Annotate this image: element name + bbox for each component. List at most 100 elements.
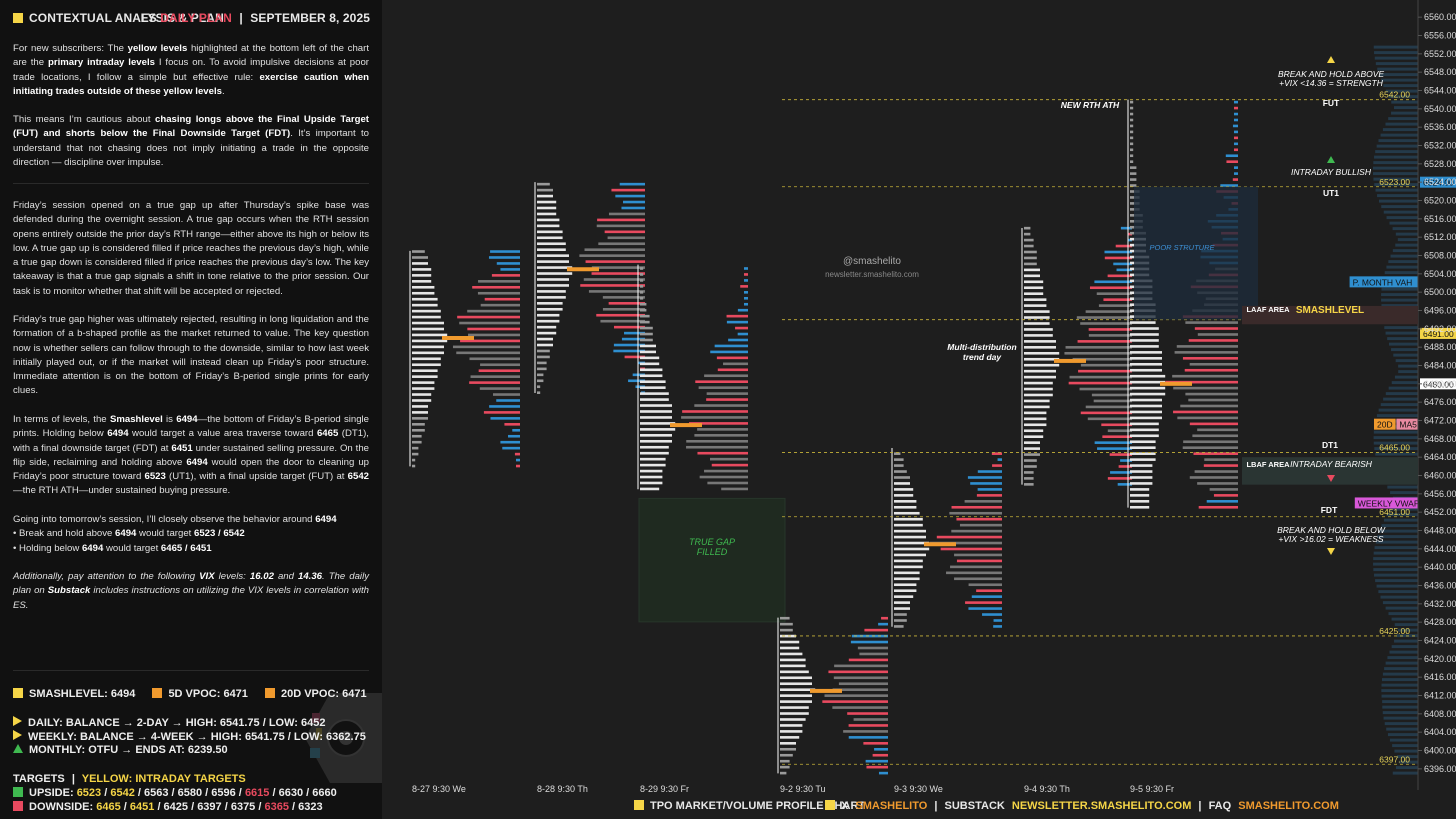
tpo-row [412, 387, 435, 390]
volume-bar [866, 765, 888, 769]
volume-bar [588, 290, 645, 293]
tpo-row [640, 457, 666, 461]
volume-bar [968, 583, 1002, 587]
monthly-structure: MONTHLY: OTFU → ENDS AT: 6239.50 [13, 744, 228, 756]
volume-bar [1203, 464, 1238, 467]
tpo-row [412, 381, 435, 384]
tpo-row [1024, 256, 1037, 260]
composite-volume-bar [1373, 177, 1418, 181]
upside-target: 6542 [110, 787, 135, 799]
composite-volume-bar [1381, 205, 1418, 209]
volume-bar [971, 595, 1002, 598]
tpo-row [894, 565, 923, 569]
tpo-row [894, 470, 907, 473]
composite-volume-bar [1382, 711, 1418, 715]
poc-marker [810, 688, 842, 693]
tpo-row [537, 361, 547, 365]
volume-bar [737, 332, 748, 336]
volume-bar [469, 357, 520, 361]
composite-volume-bar [1381, 689, 1418, 693]
tpo-row [1130, 488, 1150, 491]
volume-bar [1088, 328, 1132, 331]
volume-bar [694, 434, 748, 437]
composite-volume-bar [1398, 370, 1418, 374]
tpo-row [412, 446, 419, 450]
social-footer: X SMASHELITO | SUBSTACK NEWSLETTER.SMASH… [825, 800, 1339, 812]
volume-bar [976, 589, 1002, 592]
composite-volume-bar [1373, 436, 1418, 440]
composite-volume-bar [1388, 342, 1418, 346]
composite-volume-bar [1375, 150, 1418, 154]
volume-bar [992, 464, 1002, 467]
tpo-row [1024, 292, 1044, 295]
volume-bar [682, 410, 748, 413]
volume-bar [583, 278, 645, 281]
divider [13, 670, 369, 671]
x-handle-link[interactable]: SMASHELITO [855, 800, 928, 812]
volume-bar [1189, 422, 1238, 426]
volume-bar [502, 446, 520, 450]
tpo-row [1130, 482, 1153, 485]
volume-bar [1234, 172, 1238, 175]
volume-bar [848, 658, 888, 662]
separator: | [71, 773, 75, 785]
tpo-row [640, 320, 650, 324]
volume-bar [997, 458, 1002, 461]
volume-bar [1093, 399, 1132, 403]
volume-bar [1185, 392, 1238, 396]
tpo-row [1024, 429, 1044, 433]
tpo-row [640, 350, 656, 354]
composite-volume-bar [1391, 645, 1418, 649]
price-tag-label: 6480.00 [1423, 379, 1454, 389]
tpo-row [1130, 458, 1156, 461]
volume-bar [1177, 416, 1238, 420]
tpo-row [894, 517, 923, 521]
volume-bar [744, 267, 748, 270]
annotation-poor-structure: POOR STRUTURE [1149, 243, 1215, 252]
poc-marker [1160, 381, 1192, 386]
composite-volume-bar [1388, 260, 1418, 264]
composite-volume-bar [1374, 425, 1418, 429]
tpo-row [537, 194, 553, 198]
tpo-row [1130, 130, 1134, 134]
volume-bar [512, 428, 520, 432]
composite-volume-bar [1375, 540, 1418, 544]
faq-link[interactable]: SMASHELITO.COM [1238, 800, 1339, 812]
tpo-row [894, 535, 926, 539]
y-tick-label: 6428.00 [1424, 617, 1456, 627]
composite-volume-bar [1375, 579, 1418, 583]
tpo-row [412, 434, 422, 438]
tpo-row [1130, 184, 1137, 187]
volume-bar [479, 387, 520, 390]
tpo-row [1024, 375, 1056, 379]
volume-bar [1098, 304, 1132, 307]
tpo-row [894, 589, 917, 592]
volume-bar [585, 260, 645, 263]
separator: | [239, 11, 243, 25]
volume-bar [478, 369, 520, 372]
volume-bar [874, 747, 888, 751]
true-gap-label: TRUE GAP [689, 537, 735, 547]
tpo-row [640, 326, 653, 330]
tpo-row [640, 362, 660, 366]
tpo-row [894, 571, 920, 575]
tpo-row [537, 319, 560, 323]
volume-bar [1232, 178, 1238, 181]
volume-bar [726, 314, 748, 318]
composite-volume-bar [1380, 403, 1418, 407]
tpo-row [537, 212, 557, 216]
tpo-row [640, 422, 676, 425]
tpo-row [894, 619, 907, 622]
substack-link[interactable]: NEWSLETTER.SMASHELITO.COM [1011, 800, 1192, 812]
volume-bar [744, 296, 748, 300]
volume-bar [717, 368, 748, 372]
volume-bar [1072, 357, 1132, 361]
tpo-row [640, 487, 660, 491]
downside-targets: DOWNSIDE: 6465 / 6451 / 6425 / 6397 / 63… [13, 801, 323, 813]
volume-bar [878, 622, 888, 626]
daily-structure: DAILY: BALANCE → 2-DAY → HIGH: 6541.75 /… [13, 716, 326, 729]
volume-bar [493, 393, 520, 396]
y-tick-label: 6468.00 [1424, 434, 1456, 444]
tpo-row [537, 337, 553, 341]
volume-bar [500, 268, 520, 271]
